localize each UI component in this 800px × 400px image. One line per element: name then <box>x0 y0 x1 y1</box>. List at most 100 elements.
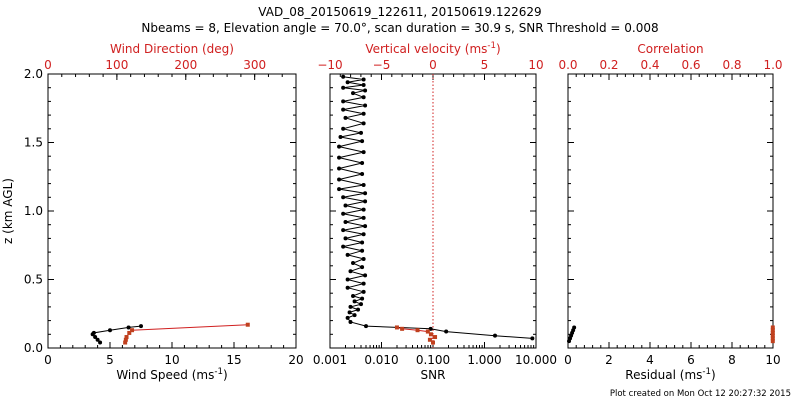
x-bottom-tick-label: 0.010 <box>364 353 398 367</box>
x-top-tick-label: −5 <box>373 58 391 72</box>
x-bottom-tick-label: 2 <box>605 353 613 367</box>
data-point-bottom <box>363 88 368 93</box>
data-point-bottom <box>341 85 346 90</box>
data-point-bottom <box>341 228 346 233</box>
data-point-bottom <box>337 177 342 182</box>
data-point-bottom <box>493 333 498 338</box>
data-point-bottom <box>361 182 366 187</box>
data-point-bottom <box>343 236 348 241</box>
plot-created-note: Plot created on Mon Oct 12 20:27:32 2015 <box>610 389 791 399</box>
x-bottom-tick-label: 0 <box>44 353 52 367</box>
data-point-bottom <box>351 293 356 298</box>
data-point-bottom <box>93 335 98 340</box>
x-bottom-tick-label: 0 <box>564 353 572 367</box>
x-top-tick-label: 0.4 <box>640 58 659 72</box>
y-tick-label: 2.0 <box>24 67 43 81</box>
x-top-axis-label: Vertical velocity (ms-1) <box>365 41 500 56</box>
x-bottom-axis-label: Residual (ms-1) <box>625 367 715 382</box>
data-point-bottom <box>530 336 535 341</box>
data-point-bottom <box>338 135 343 140</box>
data-point-top <box>770 333 775 338</box>
data-point-bottom <box>343 203 348 208</box>
data-point-bottom <box>348 269 353 274</box>
data-point-bottom <box>341 244 346 249</box>
data-point-bottom <box>361 256 366 261</box>
x-top-tick-label: 300 <box>243 58 266 72</box>
data-point-bottom <box>343 219 348 224</box>
data-point-bottom <box>359 302 364 307</box>
data-point-top <box>770 330 775 335</box>
data-point-top <box>394 325 399 330</box>
panel-vertical: 0.001 0.010 0.100 1.000 10.000 SNR −10 −5 0 5 10 Ve… <box>313 41 557 382</box>
data-point-bottom <box>341 195 346 200</box>
data-point-top <box>770 339 775 344</box>
data-point-bottom <box>347 310 352 315</box>
data-point-top <box>433 335 438 340</box>
x-bottom-axis-label: Wind Speed (ms-1) <box>116 367 227 382</box>
data-point-bottom <box>95 337 100 342</box>
data-point-top <box>124 335 129 340</box>
data-point-bottom <box>345 80 350 85</box>
x-top-axis-label: Correlation <box>637 42 703 56</box>
x-bottom-tick-label: 20 <box>288 353 303 367</box>
data-point-bottom <box>139 324 143 329</box>
data-point-bottom <box>360 139 365 144</box>
data-point-bottom <box>348 319 353 324</box>
x-bottom-tick-label: 1.000 <box>467 353 501 367</box>
data-point-bottom <box>361 95 366 100</box>
series-line-bottom <box>338 76 533 339</box>
panel-wind: 0.0 0.5 1.0 1.5 2.0 z (km AGL) 0 5 10 15 20 Wind Sp… <box>1 42 304 382</box>
data-point-bottom <box>361 150 366 155</box>
y-tick-label: 1.0 <box>24 204 43 218</box>
data-point-top <box>770 328 775 333</box>
data-point-bottom <box>360 248 365 253</box>
x-top-tick-label: 5 <box>481 58 489 72</box>
x-bottom-tick-label: 0.100 <box>416 353 450 367</box>
x-top-tick-label: 0.2 <box>599 58 618 72</box>
x-top-tick-label: 0 <box>429 58 437 72</box>
panel-quality: 0 2 4 6 8 10 Residual (ms-1) 0.0 0.2 0.4 0.6 0.8 1.0… <box>558 42 782 382</box>
x-bottom-tick-label: 8 <box>728 353 736 367</box>
data-point-bottom <box>361 121 366 126</box>
data-point-bottom <box>337 187 342 192</box>
data-point-bottom <box>126 325 131 330</box>
plot-frame <box>47 73 297 349</box>
data-point-bottom <box>356 307 361 312</box>
data-point-top <box>130 328 135 333</box>
data-point-bottom <box>352 313 357 318</box>
data-point-bottom <box>361 77 366 82</box>
x-bottom-tick-label: 6 <box>687 353 695 367</box>
data-point-bottom <box>363 224 368 229</box>
x-bottom-tick-label: 15 <box>226 353 241 367</box>
data-point-bottom <box>572 325 577 330</box>
x-bottom-tick-label: 10 <box>164 353 179 367</box>
data-point-bottom <box>348 304 353 309</box>
data-point-bottom <box>361 82 366 87</box>
data-point-top <box>400 326 405 331</box>
data-point-bottom <box>361 232 366 237</box>
figure-subtitle: Nbeams = 8, Elevation angle = 70.0°, sca… <box>141 21 658 35</box>
data-point-bottom <box>352 299 357 304</box>
y-tick-label: 0.0 <box>24 341 43 355</box>
data-point-bottom <box>91 330 96 335</box>
data-point-bottom <box>351 91 356 96</box>
y-tick-label: 0.5 <box>24 273 43 287</box>
data-point-bottom <box>363 324 368 329</box>
data-point-bottom <box>360 296 365 301</box>
data-point-bottom <box>444 329 449 334</box>
x-top-tick-label: 1.0 <box>763 58 782 72</box>
data-point-bottom <box>341 211 346 216</box>
data-point-bottom <box>363 191 368 196</box>
data-point-top <box>123 337 128 342</box>
data-point-bottom <box>360 172 365 177</box>
data-point-bottom <box>345 252 350 257</box>
data-point-top <box>431 340 435 345</box>
data-point-top <box>245 322 250 327</box>
y-tick-label: 1.5 <box>24 136 43 150</box>
data-point-top <box>415 328 420 333</box>
data-point-bottom <box>343 115 348 120</box>
x-bottom-tick-label: 10 <box>765 353 780 367</box>
x-bottom-axis-label: SNR <box>421 368 446 382</box>
data-point-bottom <box>361 281 366 286</box>
